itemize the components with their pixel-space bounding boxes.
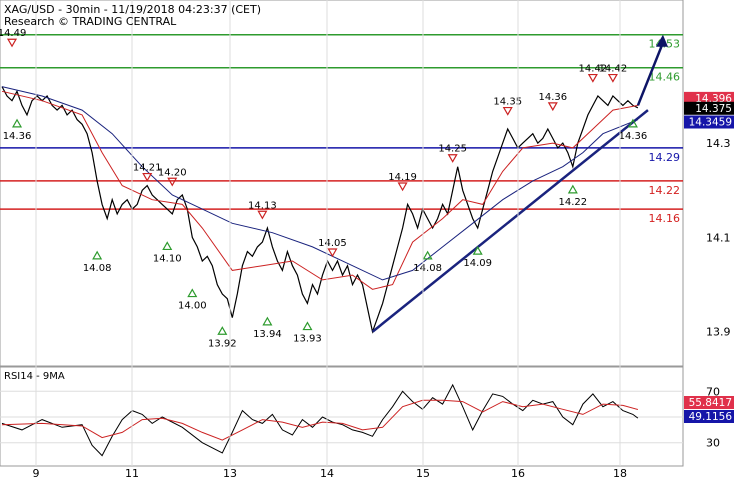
rsi-y-tick-label: 30	[706, 437, 720, 450]
swing-low-label: 13.94	[253, 329, 282, 340]
chart-credit: Research © TRADING CENTRAL	[4, 15, 177, 28]
swing-high-marker	[447, 154, 458, 163]
swing-high-label: 14.20	[158, 167, 187, 178]
swing-high-label: 14.19	[388, 172, 417, 183]
rsi-value-tag	[684, 410, 734, 423]
swing-low-label: 14.36	[619, 131, 648, 142]
swing-high-label: 14.42	[579, 64, 608, 75]
price-y-tick-label: 14.1	[706, 231, 731, 244]
swing-low-label: 13.92	[208, 338, 237, 349]
swing-low-label: 14.09	[463, 258, 492, 269]
rsi-series-rsi	[1, 383, 639, 457]
swing-high-label: 14.49	[0, 28, 26, 39]
rsi-series-rsi-ma	[1, 399, 639, 441]
price-layer: 14.5314.4614.2914.2214.1614.4914.3614.21…	[0, 28, 683, 349]
x-tick-label: 14	[320, 467, 334, 480]
swing-high-label: 14.05	[318, 238, 347, 249]
swing-low-marker	[302, 321, 313, 331]
level-label: 14.29	[649, 151, 681, 164]
level-label: 14.46	[649, 71, 681, 84]
swing-high-marker	[257, 210, 268, 220]
swing-high-marker	[397, 182, 408, 192]
x-tick-label: 13	[223, 467, 237, 480]
x-tick-label: 16	[511, 467, 525, 480]
series-price	[1, 86, 639, 334]
swing-high-marker	[607, 73, 618, 83]
level-label: 14.22	[649, 184, 681, 197]
x-tick-label: 9	[33, 467, 40, 480]
swing-low-marker	[217, 326, 228, 335]
rsi-value-tag	[684, 396, 734, 409]
price-y-tick-label: 13.9	[706, 326, 731, 339]
price-tag-label: 14.375	[695, 103, 732, 115]
rsi-value-tag-label: 49.1156	[689, 411, 733, 423]
swing-high-marker	[502, 106, 513, 116]
rsi-value-tag-label: 55.8417	[689, 397, 732, 409]
swing-low-marker	[187, 288, 198, 298]
price-y-tick-label: 14.3	[706, 137, 731, 150]
price-tag	[684, 115, 734, 129]
swing-low-label: 14.36	[3, 131, 32, 142]
axis-layer: 911131415161814.414.314.113.970503014.39…	[33, 0, 734, 480]
swing-high-label: 14.21	[133, 163, 162, 174]
chart-title: XAG/USD - 30min - 11/19/2018 04:23:37 (C…	[4, 3, 261, 16]
swing-high-marker	[327, 248, 338, 258]
swing-high-marker	[547, 102, 558, 112]
swing-low-label: 14.22	[559, 197, 588, 208]
swing-low-marker	[472, 245, 483, 255]
rsi-title: RSI14 - 9MA	[4, 371, 65, 382]
price-panel-frame	[0, 0, 684, 367]
swing-low-marker	[567, 184, 578, 194]
price-tag	[684, 101, 734, 115]
rsi-y-tick-label: 70	[706, 385, 720, 398]
series-moving-average-slow	[1, 86, 639, 281]
swing-low-marker	[92, 250, 103, 260]
level-label: 14.16	[649, 212, 681, 225]
price-tag	[684, 91, 734, 105]
swing-low-label: 14.00	[178, 301, 207, 312]
swing-low-label: 14.10	[153, 253, 182, 264]
projection-arrow-shaft	[636, 42, 665, 106]
price-tag-label: 14.3459	[689, 117, 732, 129]
swing-low-marker	[627, 118, 638, 128]
swing-high-marker	[6, 38, 18, 48]
x-tick-label: 18	[613, 467, 627, 480]
swing-high-marker	[167, 177, 178, 187]
x-tick-label: 15	[416, 467, 430, 480]
projection-arrow-head	[655, 34, 668, 47]
swing-high-label: 14.25	[438, 144, 467, 155]
support-trendline	[371, 109, 649, 333]
swing-high-marker	[587, 73, 598, 83]
x-tick-label: 11	[125, 467, 139, 480]
rsi-layer: RSI14 - 9MA	[0, 371, 683, 457]
swing-low-marker	[162, 241, 173, 251]
swing-low-label: 13.93	[293, 334, 322, 345]
series-moving-average-fast	[1, 90, 638, 290]
swing-high-label: 14.13	[248, 200, 277, 211]
swing-high-label: 14.35	[493, 97, 522, 108]
swing-high-label: 14.36	[538, 92, 567, 103]
swing-low-marker	[262, 316, 273, 326]
swing-low-label: 14.08	[83, 263, 112, 274]
swing-low-marker	[422, 250, 433, 260]
swing-high-label: 14.42	[599, 64, 628, 75]
swing-high-marker	[142, 172, 153, 182]
swing-low-label: 14.08	[413, 263, 442, 274]
swing-low-marker	[11, 118, 23, 128]
